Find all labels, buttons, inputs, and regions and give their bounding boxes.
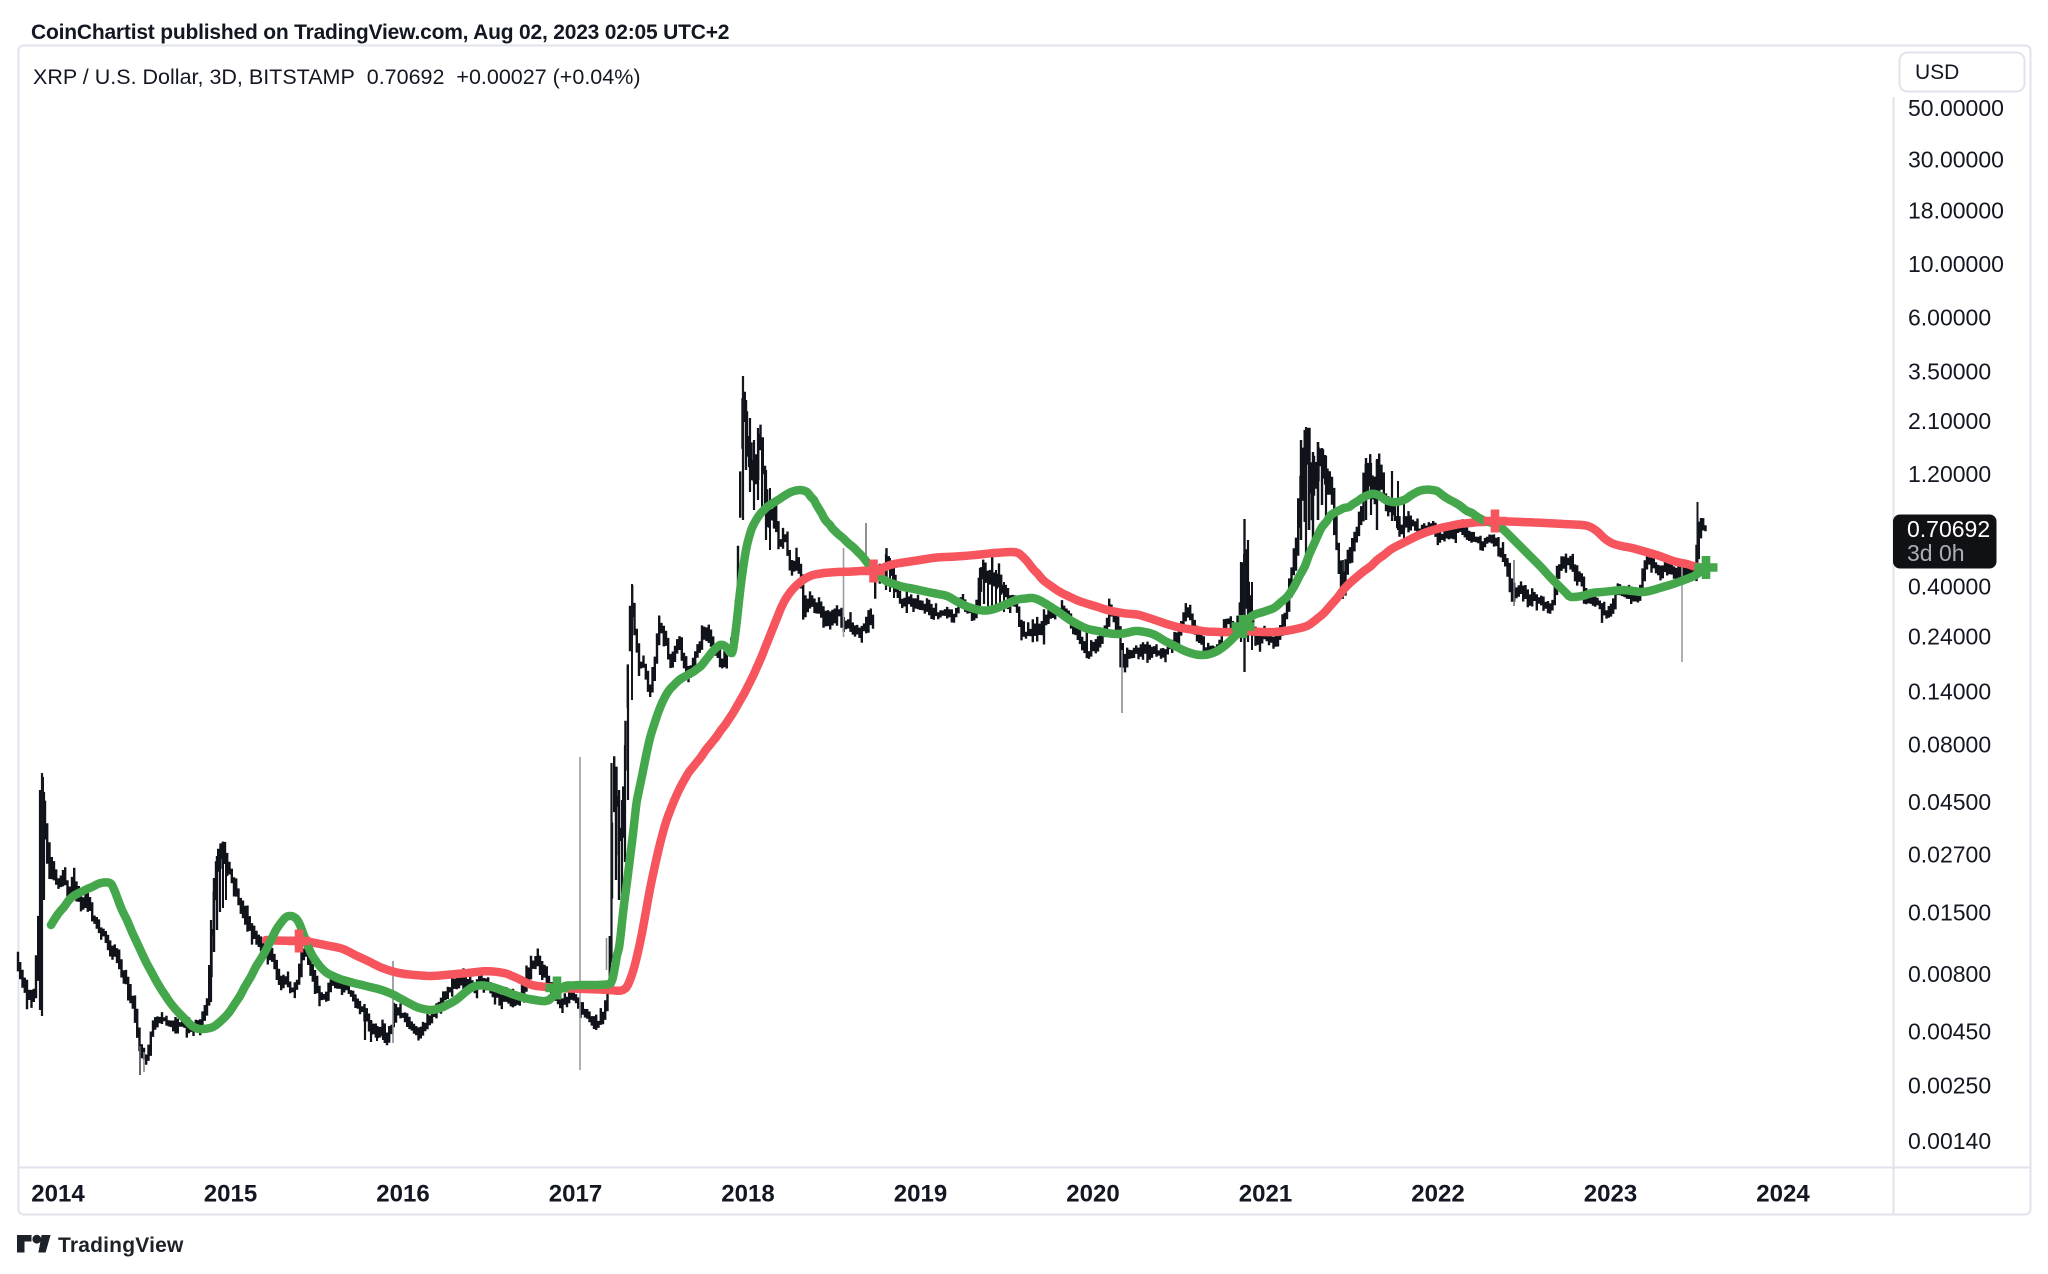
svg-text:2018: 2018 bbox=[721, 1181, 774, 1208]
svg-text:2.10000: 2.10000 bbox=[1908, 408, 1991, 434]
svg-text:2016: 2016 bbox=[376, 1181, 429, 1208]
svg-text:CoinChartist published on Trad: CoinChartist published on TradingView.co… bbox=[31, 21, 729, 44]
svg-text:2019: 2019 bbox=[894, 1181, 947, 1208]
svg-text:0.04500: 0.04500 bbox=[1908, 789, 1991, 815]
svg-text:2022: 2022 bbox=[1411, 1181, 1464, 1208]
svg-text:0.00250: 0.00250 bbox=[1908, 1072, 1991, 1098]
svg-text:30.00000: 30.00000 bbox=[1908, 147, 2004, 173]
svg-text:0.24000: 0.24000 bbox=[1908, 624, 1991, 650]
svg-text:0.70692: 0.70692 bbox=[1907, 516, 1990, 542]
svg-text:2015: 2015 bbox=[204, 1181, 257, 1208]
svg-text:2020: 2020 bbox=[1066, 1181, 1119, 1208]
svg-text:0.00140: 0.00140 bbox=[1908, 1128, 1991, 1154]
svg-text:50.00000: 50.00000 bbox=[1908, 95, 2004, 121]
svg-text:TradingView: TradingView bbox=[58, 1234, 184, 1257]
svg-text:2023: 2023 bbox=[1584, 1181, 1637, 1208]
svg-text:0.00450: 0.00450 bbox=[1908, 1018, 1991, 1044]
svg-text:3.50000: 3.50000 bbox=[1908, 358, 1991, 384]
svg-text:0.01500: 0.01500 bbox=[1908, 899, 1991, 925]
svg-text:10.00000: 10.00000 bbox=[1908, 251, 2004, 277]
svg-text:2024: 2024 bbox=[1756, 1181, 1810, 1208]
svg-text:6.00000: 6.00000 bbox=[1908, 304, 1991, 330]
svg-text:0.02700: 0.02700 bbox=[1908, 842, 1991, 868]
svg-text:3d 0h: 3d 0h bbox=[1907, 540, 1965, 566]
svg-text:0.14000: 0.14000 bbox=[1908, 679, 1991, 705]
svg-text:18.00000: 18.00000 bbox=[1908, 198, 2004, 224]
svg-text:XRP / U.S. Dollar, 3D, BITSTAM: XRP / U.S. Dollar, 3D, BITSTAMP 0.70692 … bbox=[33, 65, 640, 89]
svg-text:2021: 2021 bbox=[1239, 1181, 1292, 1208]
svg-text:0.40000: 0.40000 bbox=[1908, 574, 1991, 600]
svg-text:0.00800: 0.00800 bbox=[1908, 961, 1991, 987]
svg-text:2017: 2017 bbox=[549, 1181, 602, 1208]
svg-text:2014: 2014 bbox=[31, 1181, 85, 1208]
svg-text:1.20000: 1.20000 bbox=[1908, 461, 1991, 487]
svg-text:USD: USD bbox=[1915, 61, 1959, 84]
svg-text:0.08000: 0.08000 bbox=[1908, 732, 1991, 758]
